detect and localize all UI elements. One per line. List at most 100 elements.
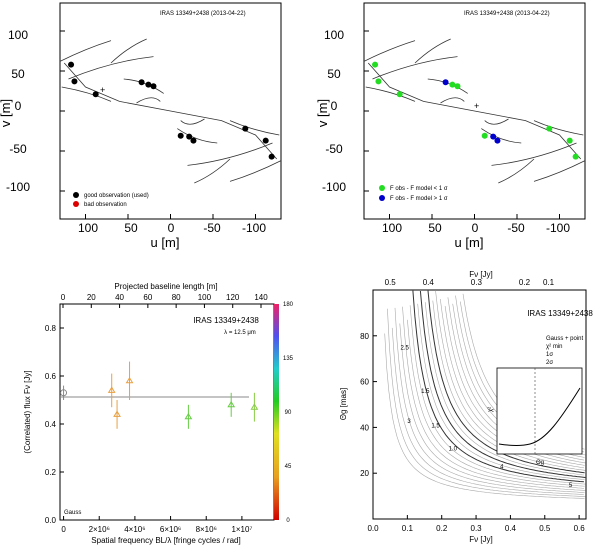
flux-ytick-label: 0.6 [45,372,57,381]
uv-left-track [59,40,112,62]
contour-legend: Gauss + point χ² min 1σ 2σ [546,336,584,366]
uv-left-ytick: -100 [6,180,30,194]
flux-ylabel: (Correlated) flux Fν [Jy] [23,370,32,453]
uv-left-ylabel: v [m] [0,99,13,127]
contour-ytick-label: 80 [360,332,369,341]
flux-point [113,410,121,417]
uv-right-ytick: 100 [324,28,344,42]
uv-left-title: IRAS 13349+2438 (2013-04-22) [160,11,246,17]
contour-line [424,302,584,476]
contour-toptick-label: 0.4 [423,278,435,287]
contour-toptick-label: 0.2 [519,278,531,287]
uv-left-points [68,61,275,160]
uv-right-point [449,81,456,88]
contour-xtick-label: 0.6 [574,524,586,533]
flux-colorbar-label: 180 [283,302,294,308]
contour-line [409,305,586,485]
contour-level-label: 1.5 [431,423,440,429]
uv-left-xtick: 0 [168,221,175,235]
uv-right-title: IRAS 13349+2438 (2013-04-22) [464,11,550,17]
uv-left-point [92,91,99,98]
contour-line [387,308,586,497]
uv-left-point [242,125,249,132]
uv-right-point [481,132,488,139]
uv-right-legend-marker [379,185,385,191]
uv-right-point [454,83,461,90]
flux-y-ticks: 0.0 0.2 0.4 0.6 0.8 [45,324,64,525]
uv-left-track [136,97,161,104]
uv-left-xtick: 50 [124,221,138,235]
contour-line [412,290,584,483]
uv-plot-right: + IRAS 13349+2438 (2013-04-22) 100 50 0 … [315,2,586,250]
contour-ylabel: Θg [mas] [339,388,348,420]
uv-plot-left: + IRAS 13349+2438 (2013-04-22) 100 50 0 … [0,2,282,250]
contour-line [394,307,585,493]
uv-right-legend-marker [379,195,385,201]
contour-xlabel: Fν [Jy] [469,535,493,544]
contour-legend-item: 1σ [546,352,553,358]
uv-left-track [68,56,154,80]
uv-left-track [229,120,280,136]
uv-right-point [375,78,382,85]
flux-xtick-label: 1×10⁷ [231,525,252,534]
uv-left-track [61,86,112,102]
flux-point [250,403,259,410]
flux-ytick-label: 0.2 [45,468,57,477]
uv-right-track [481,128,522,144]
uv-left-point [150,83,157,90]
flux-point [125,376,134,384]
flux-toptick-label: 40 [115,293,124,302]
uv-left-xtick: -50 [203,221,221,235]
uv-left-point [138,79,145,86]
uv-left-main-track [63,62,278,160]
contour-x-ticks: 0.0 0.1 0.2 0.3 0.4 0.5 0.6 [367,515,585,533]
contour-level-label: 5 [569,483,573,489]
uv-right-track [414,38,451,64]
uv-right-ytick: -100 [322,180,346,194]
uv-left-xlabel: u [m] [151,235,180,250]
uv-right-legend-label: F obs - F model > 1 σ [390,196,448,202]
uv-right-xtick: 100 [382,221,402,235]
contour-level-labels: 2.5 1.5 1.0 3 4 5 1.5 [400,346,572,489]
uv-right-track [365,86,416,102]
uv-right-point [572,153,579,160]
uv-left-track [110,38,147,64]
flux-xtick-label: 8×10⁶ [196,525,217,534]
contour-ytick-label: 20 [360,469,369,478]
uv-left-legend-marker [73,192,79,198]
uv-left-point [177,132,184,139]
uv-left-point [145,81,152,88]
uv-left-point [186,133,193,140]
uv-right-xtick: 0 [472,221,479,235]
uv-left-track [229,160,282,182]
flux-point [227,400,236,408]
contour-top-ticks: 0.5 0.4 0.3 0.2 0.1 [385,278,555,287]
flux-toptick-label: 100 [198,293,212,302]
uv-left-legend-marker [73,201,79,207]
uv-right-track [372,56,458,80]
contour-inset-ylabel: χ² [488,407,494,412]
flux-corner-label: Gauss [64,510,81,516]
contour-toptick-label: 0.3 [471,278,483,287]
contour-inset-curve [498,387,581,446]
contour-level-label: 3 [407,419,411,425]
uv-left-legend-label: good observation (used) [84,193,149,199]
flux-colorbar-label: 45 [285,464,292,470]
flux-ytick-label: 0.8 [45,324,57,333]
contour-inset-frame [496,367,583,455]
uv-left-point [71,78,78,85]
contour-title: IRAS 13349+2438 [527,309,593,318]
flux-ytick-label: 0.0 [45,516,57,525]
uv-right-xlabel: u [m] [455,235,484,250]
flux-toptick-label: 60 [143,293,152,302]
uv-left-point [268,153,275,160]
contour-line [407,319,585,487]
uv-left-xtick: -100 [242,221,266,235]
contour-inset-xlabel: Θg [536,460,544,466]
flux-xtick-label: 2×10⁶ [89,525,110,534]
contour-ytick-label: 40 [360,423,369,432]
contour-xtick-label: 0.3 [471,524,483,533]
flux-colorbar-ticks: 0 45 90 135 180 [283,302,294,524]
